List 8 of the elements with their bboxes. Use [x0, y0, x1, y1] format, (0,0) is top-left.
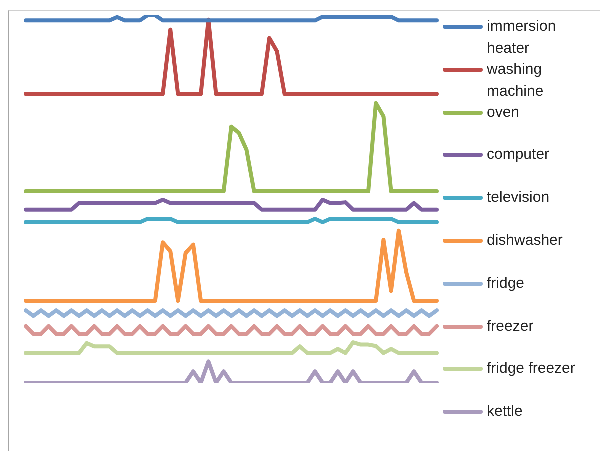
legend-label: computer	[487, 145, 551, 166]
legend-label: television	[487, 188, 551, 208]
legend-label: dishwasher	[487, 231, 564, 251]
legend-label: oven	[487, 102, 521, 123]
legend-label: kettle	[487, 402, 524, 422]
legend-label: fridge freezer	[487, 359, 576, 380]
legend-label: freezer	[487, 316, 535, 337]
legend-label: fridge	[487, 274, 526, 294]
